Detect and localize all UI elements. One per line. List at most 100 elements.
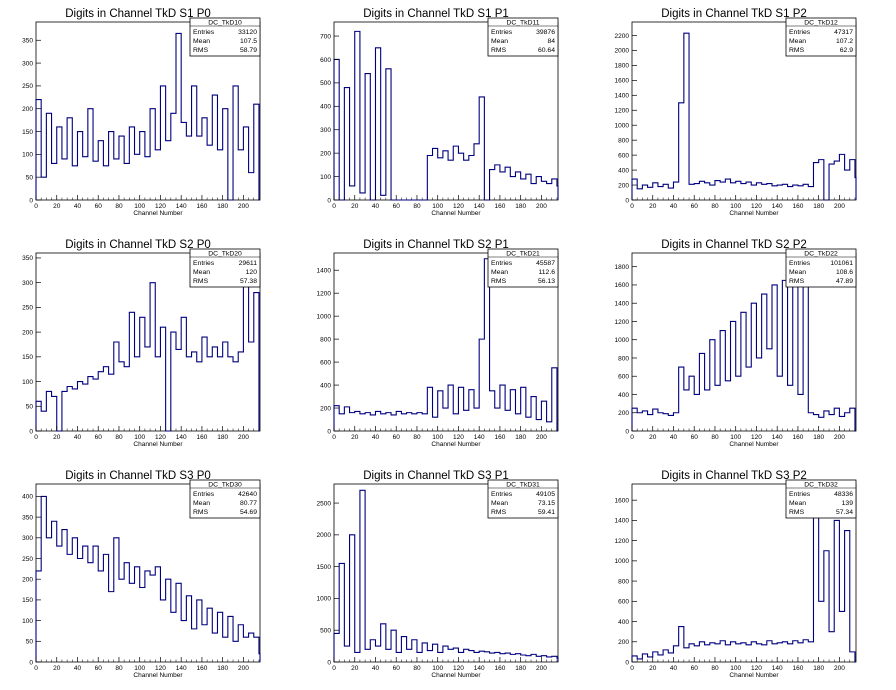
stats-label: RMS: [193, 47, 209, 54]
y-tick-label: 1500: [317, 564, 332, 571]
y-tick-label: 1000: [317, 596, 332, 603]
y-tick-label: 1600: [615, 282, 630, 289]
x-axis-label: Channel Number: [133, 672, 183, 679]
x-tick-label: 80: [413, 665, 421, 672]
panel-title: Digits in Channel TkD S3 P0: [65, 470, 211, 482]
y-tick-label: 700: [320, 33, 331, 40]
stats-label: RMS: [193, 509, 209, 516]
panel-title: Digits in Channel TkD S2 P2: [661, 239, 807, 251]
x-tick-label: 180: [515, 434, 526, 441]
stats-value: 42640: [238, 491, 257, 498]
stats-label: Mean: [491, 38, 508, 45]
stats-label: Mean: [193, 38, 210, 45]
stats-name: DC_TkD30: [208, 482, 242, 489]
x-tick-label: 120: [453, 434, 464, 441]
stats-value: 33120: [238, 29, 257, 36]
x-tick-label: 200: [238, 434, 249, 441]
y-tick-label: 400: [618, 167, 629, 174]
x-tick-label: 180: [515, 203, 526, 210]
y-tick-label: 150: [22, 597, 33, 604]
x-axis-label: Channel Number: [729, 441, 779, 448]
x-tick-label: 180: [813, 434, 824, 441]
stats-value: 62.9: [840, 47, 853, 54]
x-tick-label: 100: [432, 665, 443, 672]
y-tick-label: 350: [22, 514, 33, 521]
histogram-series: [333, 30, 559, 201]
x-tick-label: 200: [536, 665, 547, 672]
histogram-series: [35, 277, 260, 432]
stats-value: 54.69: [240, 509, 257, 516]
x-tick-label: 100: [730, 434, 741, 441]
x-tick-label: 120: [155, 665, 166, 672]
y-tick-label: 300: [22, 60, 33, 67]
y-tick-label: 600: [320, 57, 331, 64]
stats-value: 80.77: [240, 500, 257, 507]
x-tick-label: 120: [751, 203, 762, 210]
stats-label: RMS: [789, 47, 805, 54]
x-tick-label: 120: [155, 203, 166, 210]
x-tick-label: 0: [332, 434, 336, 441]
y-tick-label: 600: [320, 359, 331, 366]
y-tick-label: 0: [625, 197, 629, 204]
y-tick-label: 200: [618, 182, 629, 189]
y-tick-label: 600: [618, 152, 629, 159]
x-tick-label: 120: [155, 434, 166, 441]
stats-label: Entries: [491, 260, 513, 267]
panel-title: Digits in Channel TkD S2 P0: [65, 239, 211, 251]
y-tick-label: 800: [618, 578, 629, 585]
stats-name: DC_TkD31: [506, 482, 540, 489]
stats-name: DC_TkD21: [506, 251, 540, 258]
stats-label: Mean: [193, 500, 210, 507]
x-tick-label: 100: [730, 203, 741, 210]
y-tick-label: 600: [618, 374, 629, 381]
y-tick-label: 50: [26, 174, 34, 181]
histogram-panel-9: Digits in Channel TkD S3 P2 0 20 40 60 80 100 1…: [615, 470, 857, 679]
x-tick-label: 120: [751, 434, 762, 441]
y-tick-label: 2000: [615, 48, 630, 55]
x-tick-label: 0: [630, 665, 634, 672]
y-tick-label: 0: [29, 428, 33, 435]
x-tick-label: 60: [393, 203, 401, 210]
y-tick-label: 1600: [615, 78, 630, 85]
y-tick-label: 100: [320, 174, 331, 181]
y-tick-label: 200: [22, 106, 33, 113]
x-tick-label: 60: [95, 665, 103, 672]
stats-box: [785, 248, 857, 288]
y-tick-label: 2500: [317, 500, 332, 507]
stats-value: 112.6: [538, 269, 555, 276]
x-tick-label: 20: [53, 665, 61, 672]
plot-frame: [333, 483, 559, 663]
stats-value: 108.6: [836, 269, 853, 276]
stats-name: DC_TkD11: [506, 20, 539, 27]
y-tick-label: 400: [22, 494, 33, 501]
x-tick-label: 20: [351, 665, 359, 672]
stats-label: Mean: [789, 500, 806, 507]
stats-name: DC_TkD32: [804, 482, 838, 489]
y-tick-label: 400: [320, 382, 331, 389]
x-tick-label: 60: [691, 203, 699, 210]
x-tick-label: 140: [176, 665, 187, 672]
histogram-series: [631, 257, 856, 432]
x-tick-label: 160: [196, 203, 207, 210]
histogram-series: [35, 495, 261, 662]
x-tick-label: 140: [474, 434, 485, 441]
stats-label: Mean: [491, 500, 508, 507]
stats-label: Entries: [193, 260, 215, 267]
stats-name: DC_TkD20: [208, 251, 242, 258]
stats-value: 57.38: [240, 278, 257, 285]
stats-label: RMS: [491, 47, 507, 54]
stats-box: [189, 479, 261, 519]
x-tick-label: 60: [691, 434, 699, 441]
stats-name: DC_TkD10: [208, 20, 242, 27]
x-tick-label: 40: [74, 434, 82, 441]
x-tick-label: 180: [217, 665, 228, 672]
x-tick-label: 80: [115, 665, 123, 672]
y-tick-label: 350: [22, 38, 33, 45]
y-tick-label: 250: [22, 83, 33, 90]
stats-box: [785, 17, 857, 57]
y-tick-label: 100: [22, 152, 33, 159]
x-tick-label: 100: [134, 434, 145, 441]
x-tick-label: 40: [372, 434, 380, 441]
y-tick-label: 1400: [615, 518, 630, 525]
stats-value: 60.64: [538, 47, 555, 54]
